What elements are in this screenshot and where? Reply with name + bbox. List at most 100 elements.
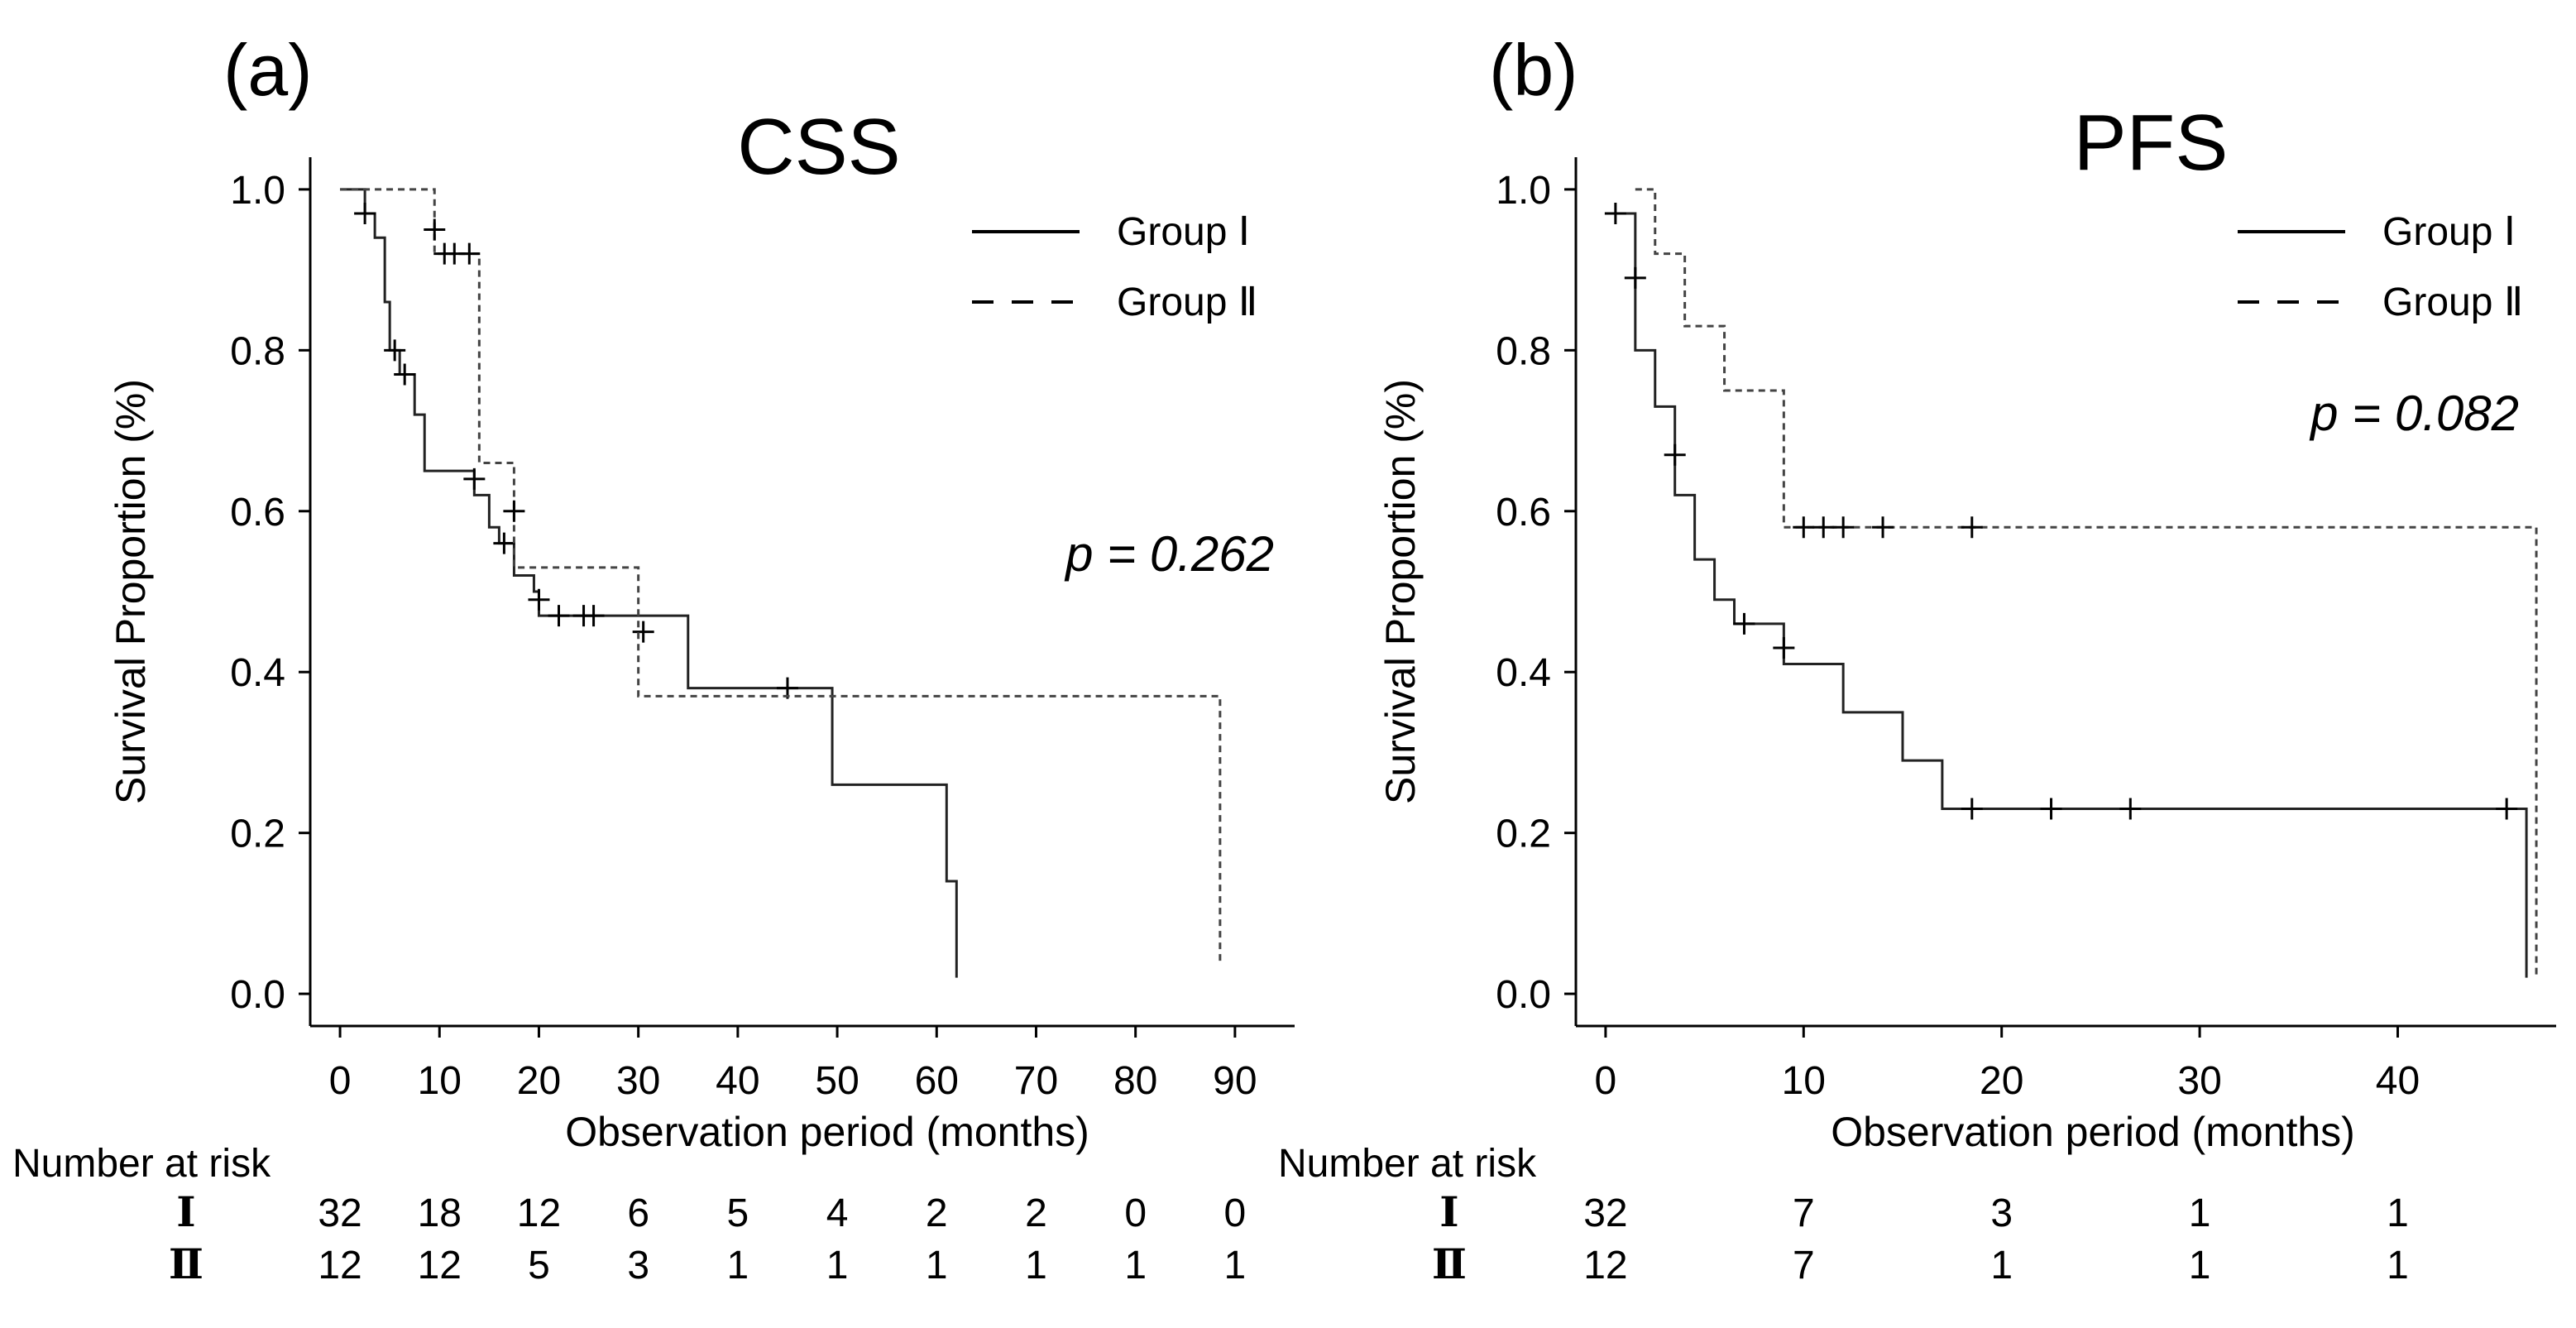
x-tick-label: 80 [1113, 1059, 1157, 1103]
survival-curve-group-1 [340, 188, 958, 978]
x-tick-label: 10 [1782, 1059, 1826, 1103]
y-tick-label: 0.4 [1496, 651, 1551, 695]
censor-mark [2119, 798, 2142, 820]
y-tick-label: 0.0 [230, 973, 285, 1017]
x-tick-label: 90 [1213, 1059, 1257, 1103]
chart-title: CSS [737, 103, 900, 191]
risk-count: 32 [318, 1191, 362, 1235]
survival-curve-group-1 [1615, 212, 2528, 978]
risk-count: 1 [1990, 1244, 2013, 1287]
legend-label: Group Ⅱ [2382, 280, 2523, 324]
x-tick-label: 10 [418, 1059, 462, 1103]
risk-count: 1 [1025, 1244, 1047, 1287]
y-tick-label: 0.2 [1496, 813, 1551, 856]
risk-count: 1 [926, 1244, 948, 1287]
risk-group-label: Ⅱ [1432, 1241, 1467, 1287]
censor-mark [384, 339, 406, 362]
x-tick-label: 40 [716, 1059, 759, 1103]
panel-label: (a) [223, 29, 313, 111]
x-tick-label: 20 [1980, 1059, 2023, 1103]
censor-mark [1961, 516, 1983, 539]
y-tick-label: 1.0 [230, 169, 285, 213]
y-tick-label: 0.6 [1496, 491, 1551, 535]
risk-count: 1 [1124, 1244, 1147, 1287]
censor-mark [2040, 798, 2062, 820]
censor-mark [528, 588, 550, 611]
y-tick-label: 0.6 [230, 491, 285, 535]
risk-group-label: Ⅱ [169, 1241, 203, 1287]
risk-count: 2 [926, 1191, 948, 1235]
risk-group-label: Ⅰ [1439, 1189, 1458, 1235]
x-axis-label: Observation period (months) [1831, 1109, 2355, 1155]
legend-label: Group Ⅰ [1117, 210, 1250, 254]
survival-curve-group-2 [1635, 188, 2538, 978]
x-tick-label: 30 [616, 1059, 660, 1103]
risk-count: 1 [826, 1244, 849, 1287]
risk-count: 0 [1224, 1191, 1247, 1235]
risk-count: 1 [1224, 1244, 1247, 1287]
censor-mark [1832, 516, 1855, 539]
x-tick-label: 50 [815, 1059, 859, 1103]
risk-count: 1 [727, 1244, 749, 1287]
risk-count: 1 [2189, 1191, 2211, 1235]
risk-count: 1 [2189, 1244, 2211, 1287]
risk-count: 7 [1793, 1191, 1815, 1235]
censor-mark [1664, 443, 1686, 466]
panel-b: (b) PFS 0.0 0.2 0.4 0.6 0.8 1.0 0 10 20 30 40 Observa… [1278, 29, 2556, 1287]
censor-mark [503, 500, 525, 522]
censor-mark [632, 621, 654, 643]
risk-count: 12 [1583, 1244, 1627, 1287]
y-axis-label: Survival Proportion (%) [108, 379, 154, 804]
y-tick-label: 0.8 [230, 329, 285, 373]
censor-mark [1773, 637, 1795, 659]
risk-count: 5 [528, 1244, 550, 1287]
risk-count: 1 [2387, 1244, 2409, 1287]
censor-mark [493, 532, 515, 554]
y-tick-label: 0.4 [230, 651, 285, 695]
risk-count: 5 [727, 1191, 749, 1235]
x-tick-label: 60 [915, 1059, 959, 1103]
p-value-annotation: p = 0.262 [1064, 526, 1274, 582]
y-tick-label: 1.0 [1496, 169, 1551, 213]
censor-mark [582, 605, 605, 627]
x-tick-label: 30 [2177, 1059, 2221, 1103]
survival-curve-group-2 [340, 188, 1222, 962]
x-tick-label: 40 [2376, 1059, 2420, 1103]
y-axis-label: Survival Proportion (%) [1377, 379, 1424, 804]
risk-count: 12 [418, 1244, 462, 1287]
censor-mark [2496, 798, 2518, 820]
risk-count: 3 [1990, 1191, 2013, 1235]
risk-count: 4 [826, 1191, 849, 1235]
risk-group-label: Ⅰ [176, 1189, 195, 1235]
risk-count: 0 [1124, 1191, 1147, 1235]
risk-count: 6 [627, 1191, 649, 1235]
risk-count: 18 [418, 1191, 462, 1235]
legend-label: Group Ⅱ [1117, 280, 1257, 324]
risk-count: 12 [517, 1191, 561, 1235]
legend-label: Group Ⅰ [2382, 210, 2516, 254]
censor-mark [463, 467, 486, 490]
risk-count: 32 [1583, 1191, 1627, 1235]
censor-mark [354, 203, 376, 225]
censor-mark [1961, 798, 1983, 820]
risk-table-title: Number at risk [12, 1142, 271, 1186]
censor-mark [1604, 203, 1626, 225]
y-tick-label: 0.8 [1496, 329, 1551, 373]
x-axis-label: Observation period (months) [565, 1109, 1089, 1155]
x-tick-label: 0 [329, 1059, 352, 1103]
censor-mark [548, 605, 570, 627]
x-tick-label: 0 [1595, 1059, 1617, 1103]
panel-label: (b) [1489, 29, 1578, 111]
risk-count: 3 [627, 1244, 649, 1287]
risk-count: 2 [1025, 1191, 1047, 1235]
risk-count: 1 [2387, 1191, 2409, 1235]
censor-mark [458, 242, 481, 265]
censor-mark [424, 218, 446, 241]
y-tick-label: 0.0 [1496, 973, 1551, 1017]
censor-mark [1793, 516, 1815, 539]
p-value-annotation: p = 0.082 [2309, 386, 2519, 441]
censor-mark [1872, 516, 1894, 539]
